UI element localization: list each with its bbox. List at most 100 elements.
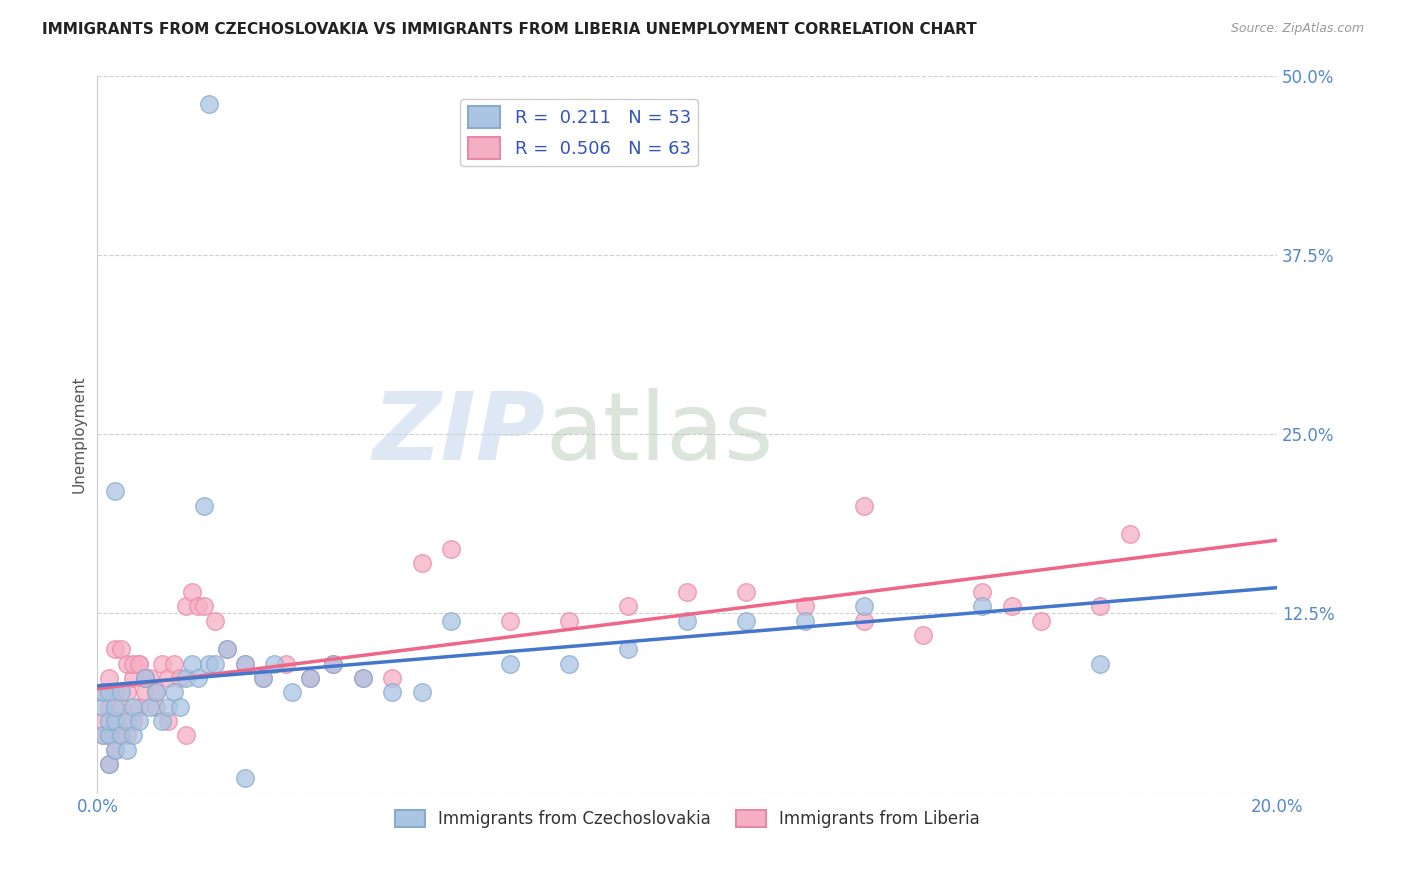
Point bbox=[150, 714, 173, 728]
Point bbox=[145, 685, 167, 699]
Point bbox=[104, 742, 127, 756]
Point bbox=[98, 685, 121, 699]
Point bbox=[115, 742, 138, 756]
Point bbox=[174, 599, 197, 614]
Point bbox=[381, 671, 404, 685]
Point bbox=[617, 642, 640, 657]
Point bbox=[193, 599, 215, 614]
Point bbox=[1090, 599, 1112, 614]
Point bbox=[440, 541, 463, 556]
Point bbox=[187, 671, 209, 685]
Point bbox=[134, 685, 156, 699]
Point bbox=[91, 685, 114, 699]
Point bbox=[298, 671, 321, 685]
Point bbox=[1001, 599, 1024, 614]
Point bbox=[217, 642, 239, 657]
Point bbox=[91, 728, 114, 742]
Point bbox=[110, 699, 132, 714]
Point bbox=[233, 772, 256, 786]
Point bbox=[115, 685, 138, 699]
Point bbox=[104, 714, 127, 728]
Point bbox=[104, 714, 127, 728]
Point bbox=[98, 728, 121, 742]
Text: ZIP: ZIP bbox=[373, 388, 546, 480]
Point bbox=[134, 671, 156, 685]
Point bbox=[91, 685, 114, 699]
Point bbox=[128, 657, 150, 671]
Point bbox=[322, 657, 344, 671]
Point bbox=[98, 671, 121, 685]
Point bbox=[98, 728, 121, 742]
Point bbox=[121, 699, 143, 714]
Legend: Immigrants from Czechoslovakia, Immigrants from Liberia: Immigrants from Czechoslovakia, Immigran… bbox=[388, 803, 987, 835]
Point bbox=[972, 599, 994, 614]
Point bbox=[853, 614, 876, 628]
Point bbox=[972, 585, 994, 599]
Point bbox=[157, 699, 180, 714]
Point bbox=[91, 714, 114, 728]
Point bbox=[233, 657, 256, 671]
Point bbox=[281, 685, 304, 699]
Point bbox=[104, 642, 127, 657]
Point bbox=[145, 685, 167, 699]
Point bbox=[98, 699, 121, 714]
Point bbox=[145, 699, 167, 714]
Point bbox=[204, 614, 226, 628]
Point bbox=[139, 671, 162, 685]
Point bbox=[110, 642, 132, 657]
Point bbox=[98, 756, 121, 771]
Point bbox=[322, 657, 344, 671]
Point bbox=[352, 671, 374, 685]
Point bbox=[735, 585, 758, 599]
Point bbox=[115, 657, 138, 671]
Point bbox=[139, 699, 162, 714]
Point bbox=[163, 657, 186, 671]
Point bbox=[794, 614, 817, 628]
Point bbox=[104, 699, 127, 714]
Point bbox=[558, 614, 581, 628]
Point bbox=[617, 599, 640, 614]
Point bbox=[676, 614, 699, 628]
Point bbox=[233, 657, 256, 671]
Point bbox=[276, 657, 298, 671]
Point bbox=[912, 628, 935, 642]
Point bbox=[134, 671, 156, 685]
Point bbox=[499, 657, 522, 671]
Text: Source: ZipAtlas.com: Source: ZipAtlas.com bbox=[1230, 22, 1364, 36]
Point bbox=[128, 714, 150, 728]
Point bbox=[1090, 657, 1112, 671]
Point bbox=[352, 671, 374, 685]
Point bbox=[794, 599, 817, 614]
Point bbox=[187, 599, 209, 614]
Point bbox=[853, 599, 876, 614]
Point bbox=[411, 685, 433, 699]
Point bbox=[735, 614, 758, 628]
Point bbox=[252, 671, 274, 685]
Point bbox=[128, 699, 150, 714]
Point bbox=[104, 685, 127, 699]
Point bbox=[121, 657, 143, 671]
Point bbox=[104, 742, 127, 756]
Point bbox=[128, 657, 150, 671]
Point bbox=[121, 714, 143, 728]
Point bbox=[121, 728, 143, 742]
Point bbox=[1119, 527, 1142, 541]
Point bbox=[169, 699, 191, 714]
Point bbox=[440, 614, 463, 628]
Point bbox=[121, 671, 143, 685]
Point bbox=[180, 657, 202, 671]
Point bbox=[381, 685, 404, 699]
Point bbox=[198, 657, 221, 671]
Point bbox=[499, 614, 522, 628]
Point bbox=[91, 699, 114, 714]
Point bbox=[104, 484, 127, 499]
Point bbox=[157, 671, 180, 685]
Point bbox=[411, 556, 433, 570]
Point bbox=[163, 685, 186, 699]
Point bbox=[110, 728, 132, 742]
Point bbox=[150, 657, 173, 671]
Point bbox=[110, 685, 132, 699]
Point bbox=[298, 671, 321, 685]
Y-axis label: Unemployment: Unemployment bbox=[72, 376, 86, 493]
Point bbox=[174, 671, 197, 685]
